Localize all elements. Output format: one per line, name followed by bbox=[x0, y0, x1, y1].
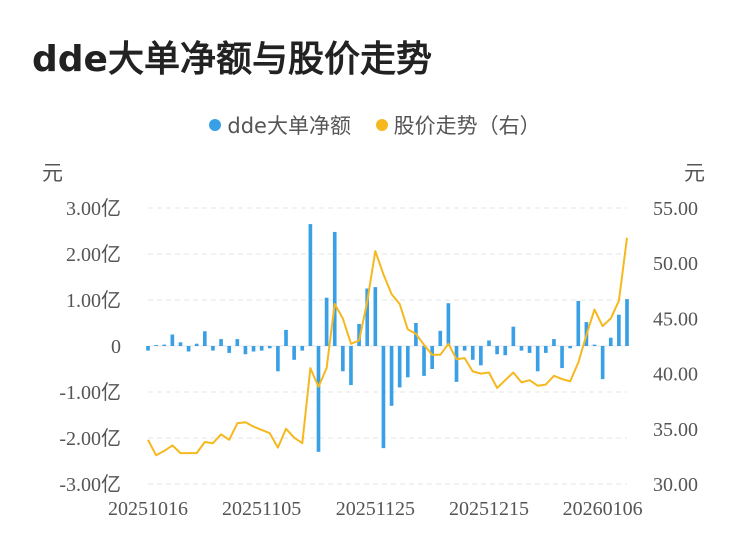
dde-bar bbox=[146, 346, 150, 351]
y-right-tick-label: 40.00 bbox=[653, 364, 698, 386]
legend-item-dde[interactable]: dde大单净额 bbox=[209, 110, 351, 140]
dde-bar bbox=[365, 288, 370, 346]
dde-bar bbox=[527, 346, 532, 353]
dde-bar bbox=[568, 346, 572, 349]
y-left-tick-label: 0 bbox=[111, 336, 121, 358]
legend-marker-price bbox=[375, 119, 388, 131]
dde-bar bbox=[276, 346, 280, 372]
dde-bar bbox=[316, 346, 321, 452]
dde-bar bbox=[203, 331, 207, 346]
left-axis-unit: 元 bbox=[42, 161, 63, 185]
dde-bar bbox=[219, 339, 223, 346]
dde-bar bbox=[243, 346, 248, 355]
price-line bbox=[147, 237, 628, 457]
dde-bar bbox=[552, 339, 556, 346]
x-tick-label: 20251016 bbox=[108, 498, 188, 520]
dde-bar bbox=[592, 344, 597, 346]
dde-bar bbox=[308, 224, 313, 346]
y-right-tick-label: 30.00 bbox=[653, 474, 698, 496]
chart-title: dde大单净额与股价走势 bbox=[32, 39, 432, 80]
y-left-tick-label: -1.00亿 bbox=[59, 381, 121, 404]
y-left-tick-label: 2.00亿 bbox=[66, 243, 121, 266]
dde-bar bbox=[186, 346, 191, 352]
y-left-tick-label: 3.00亿 bbox=[66, 197, 121, 220]
dde-bar bbox=[470, 346, 475, 360]
dde-bar bbox=[332, 231, 337, 346]
y-left-tick-label: 1.00亿 bbox=[66, 289, 121, 312]
dde-bar bbox=[373, 287, 378, 346]
dde-bar bbox=[397, 346, 402, 388]
x-tick-label: 20251105 bbox=[222, 498, 301, 520]
dde-bar bbox=[194, 343, 199, 346]
dde-bar bbox=[422, 346, 426, 376]
dde-bar bbox=[154, 345, 158, 346]
dde-bar bbox=[259, 346, 264, 351]
dde-bar bbox=[560, 346, 564, 369]
dde-bar bbox=[235, 339, 240, 346]
dde-bar bbox=[503, 346, 508, 356]
y-right-tick-label: 50.00 bbox=[653, 253, 698, 275]
x-tick-label: 20260106 bbox=[563, 498, 643, 520]
dde-bar bbox=[625, 299, 629, 346]
dde-bar bbox=[381, 346, 386, 449]
y-left-tick-label: -3.00亿 bbox=[59, 473, 121, 496]
dde-bar bbox=[292, 346, 296, 360]
dde-bar bbox=[462, 346, 467, 351]
y-right-tick-label: 55.00 bbox=[653, 198, 698, 220]
dde-bar bbox=[479, 346, 483, 366]
dde-bar bbox=[251, 346, 256, 352]
dde-bar bbox=[300, 346, 305, 351]
dde-bar bbox=[608, 337, 613, 346]
x-tick-label: 20251125 bbox=[336, 498, 415, 520]
dde-bar bbox=[617, 314, 621, 346]
legend-marker-dde bbox=[209, 119, 222, 131]
dde-bar bbox=[341, 346, 345, 372]
dde-bar bbox=[438, 330, 443, 346]
dde-bar bbox=[349, 346, 353, 386]
dde-bar bbox=[430, 346, 434, 369]
dde-bar bbox=[178, 342, 183, 346]
dde-bar bbox=[576, 300, 581, 346]
dde-bar bbox=[405, 346, 410, 378]
dde-bar bbox=[543, 346, 548, 353]
dde-bar bbox=[284, 329, 288, 346]
legend-label-price: 股价走势（右） bbox=[393, 114, 541, 138]
dde-bar bbox=[211, 346, 215, 351]
dde-bar bbox=[357, 323, 361, 346]
dde-bar bbox=[446, 303, 451, 346]
x-tick-label: 20251215 bbox=[449, 498, 529, 520]
dde-bar bbox=[389, 346, 394, 406]
legend-label-dde: dde大单净额 bbox=[227, 114, 351, 138]
dde-bar bbox=[495, 346, 499, 355]
dde-bar bbox=[267, 346, 272, 349]
dde-bar bbox=[324, 297, 329, 346]
y-left-tick-label: -2.00亿 bbox=[59, 427, 121, 450]
legend: dde大单净额 股价走势（右） bbox=[0, 110, 750, 140]
y-right-tick-label: 35.00 bbox=[653, 419, 698, 441]
y-right-tick-label: 45.00 bbox=[653, 308, 698, 330]
dde-bar bbox=[535, 346, 540, 372]
dde-bar bbox=[519, 346, 524, 351]
dde-bar bbox=[227, 346, 232, 353]
dde-bar bbox=[487, 340, 491, 346]
legend-item-price[interactable]: 股价走势（右） bbox=[375, 110, 541, 140]
dde-bar bbox=[454, 346, 459, 382]
dde-bar bbox=[170, 334, 175, 346]
dde-bar bbox=[511, 326, 516, 346]
right-axis-unit: 元 bbox=[684, 161, 705, 185]
dde-bar bbox=[162, 344, 167, 346]
dde-bar bbox=[600, 346, 605, 380]
